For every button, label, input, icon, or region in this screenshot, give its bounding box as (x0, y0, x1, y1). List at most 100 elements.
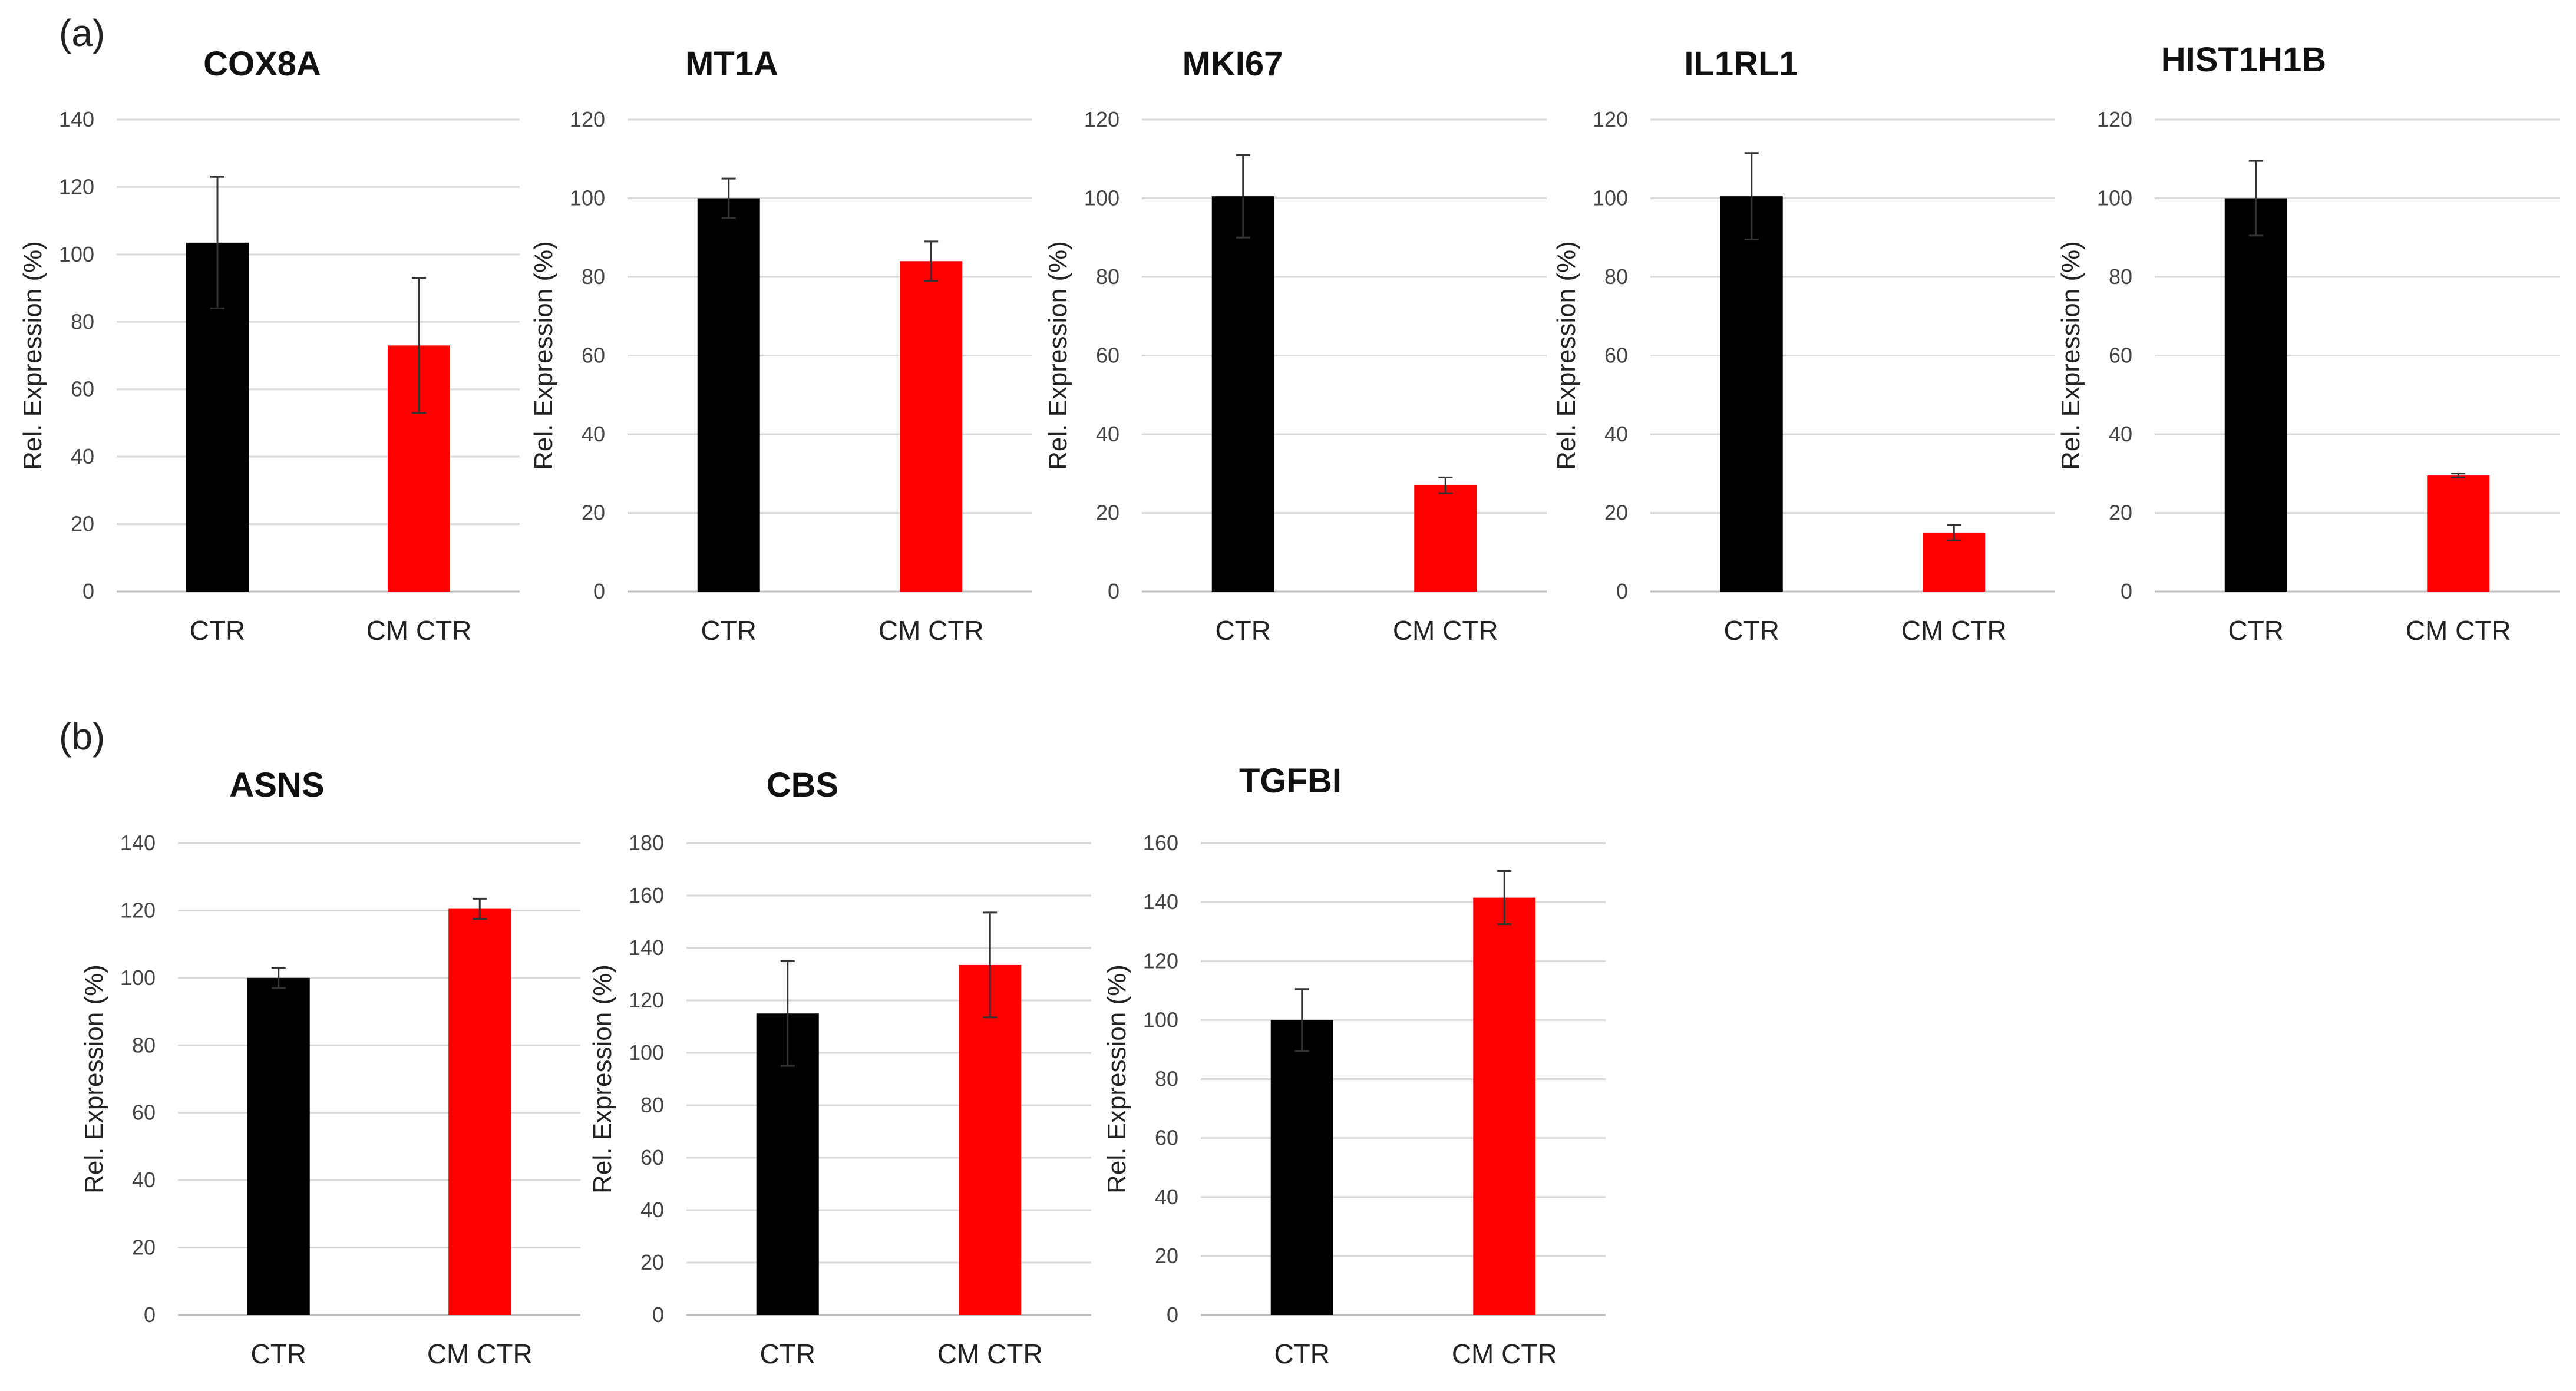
x-category-label: CTR (759, 1339, 815, 1369)
y-tick-label: 20 (1096, 501, 1119, 525)
y-tick-label: 60 (1604, 343, 1628, 368)
y-tick-label: 160 (1143, 831, 1178, 855)
y-tick-label: 20 (71, 512, 94, 536)
y-tick-label: 80 (1155, 1067, 1178, 1091)
bar-ctr (1720, 196, 1783, 592)
bar-ctr (697, 198, 760, 592)
bar-cm-ctr (1923, 532, 1986, 592)
panel-label-b: (b) (59, 715, 105, 758)
charts-container: COX8A 0 20 40 60 80 100 120 140 Rel. Expression (… (18, 41, 2560, 1369)
y-tick-label: 40 (582, 422, 605, 446)
chart-hist1h1b: HIST1H1B 0 20 40 60 80 100 120 Rel. Expression (… (2056, 41, 2560, 646)
panel-label-a: (a) (59, 12, 105, 54)
y-tick-label: 120 (570, 107, 605, 131)
chart-title: TGFBI (1239, 762, 1342, 800)
bar-ctr (2224, 198, 2287, 592)
y-tick-label: 60 (582, 343, 605, 368)
y-tick-label: 40 (1155, 1185, 1178, 1209)
bar-cm-ctr (2427, 475, 2490, 592)
y-tick-label: 140 (629, 936, 664, 960)
y-tick-label: 0 (1108, 579, 1119, 603)
y-tick-label: 120 (629, 988, 664, 1012)
y-tick-label: 120 (1593, 107, 1628, 131)
x-category-label: CM CTR (427, 1339, 533, 1369)
y-tick-label: 80 (640, 1093, 664, 1117)
chart-title: COX8A (203, 45, 321, 83)
chart-asns: ASNS 0 20 40 60 80 100 120 140 Rel. Expression (%… (80, 766, 580, 1369)
y-tick-label: 40 (640, 1198, 664, 1222)
chart-title: MT1A (685, 45, 778, 83)
y-tick-label: 160 (629, 883, 664, 907)
y-tick-label: 20 (1604, 501, 1628, 525)
y-axis-label: Rel. Expression (%) (1552, 241, 1581, 470)
chart-title: ASNS (229, 766, 324, 804)
y-axis-label: Rel. Expression (%) (1102, 964, 1131, 1194)
y-tick-label: 40 (2109, 422, 2132, 446)
x-category-label: CM CTR (937, 1339, 1043, 1369)
bar-cm-ctr (959, 964, 1022, 1315)
y-tick-label: 120 (1143, 949, 1178, 973)
chart-title: MKI67 (1183, 45, 1283, 83)
y-tick-label: 20 (582, 501, 605, 525)
chart-cbs: CBS 0 20 40 60 80 100 120 140 160 180 Rel. Expressi… (588, 766, 1091, 1369)
bar-ctr (1211, 196, 1274, 592)
y-tick-label: 120 (2097, 107, 2132, 131)
x-category-label: CM CTR (366, 615, 472, 646)
y-tick-label: 100 (629, 1040, 664, 1065)
y-tick-label: 120 (1084, 107, 1119, 131)
x-category-label: CTR (1215, 615, 1271, 646)
chart-mki67: MKI67 0 20 40 60 80 100 120 Rel. Expression (%) C… (1043, 45, 1547, 646)
x-category-label: CM CTR (2406, 615, 2511, 646)
y-tick-label: 60 (132, 1101, 156, 1125)
y-tick-label: 0 (652, 1303, 664, 1327)
bar-cm-ctr (900, 261, 963, 592)
y-tick-label: 40 (132, 1168, 156, 1192)
y-tick-label: 60 (640, 1145, 664, 1169)
y-tick-label: 60 (2109, 343, 2132, 368)
y-tick-label: 20 (640, 1250, 664, 1274)
y-tick-label: 20 (1155, 1244, 1178, 1268)
chart-tgfbi: TGFBI 0 20 40 60 80 100 120 140 160 Rel. Expressio… (1102, 762, 1606, 1369)
bar-cm-ctr (1414, 485, 1477, 592)
y-tick-label: 140 (1143, 890, 1178, 914)
y-tick-label: 100 (59, 242, 94, 266)
y-tick-label: 100 (120, 966, 156, 990)
y-tick-label: 80 (582, 265, 605, 289)
y-tick-label: 40 (1096, 422, 1119, 446)
y-tick-label: 60 (1096, 343, 1119, 368)
x-category-label: CTR (1723, 615, 1779, 646)
y-tick-label: 100 (1143, 1007, 1178, 1032)
x-category-label: CM CTR (1393, 615, 1498, 646)
y-tick-label: 0 (1616, 579, 1628, 603)
x-category-label: CM CTR (1901, 615, 2007, 646)
y-tick-label: 0 (1167, 1303, 1178, 1327)
x-category-label: CTR (701, 615, 757, 646)
y-tick-label: 20 (132, 1235, 156, 1260)
chart-cox8a: COX8A 0 20 40 60 80 100 120 140 Rel. Expression (… (18, 45, 520, 646)
y-tick-label: 100 (2097, 186, 2132, 210)
y-tick-label: 100 (1084, 186, 1119, 210)
y-tick-label: 140 (59, 107, 94, 131)
y-tick-label: 80 (132, 1033, 156, 1057)
y-axis-label: Rel. Expression (%) (1043, 241, 1072, 470)
x-category-label: CTR (250, 1339, 306, 1369)
y-tick-label: 40 (1604, 422, 1628, 446)
y-tick-label: 60 (1155, 1126, 1178, 1150)
y-tick-label: 120 (120, 898, 156, 922)
bar-cm-ctr (448, 908, 511, 1315)
x-category-label: CM CTR (879, 615, 984, 646)
chart-mt1a: MT1A 0 20 40 60 80 100 120 Rel. Expression (%) CT… (529, 45, 1032, 646)
y-tick-label: 120 (59, 174, 94, 199)
chart-title: IL1RL1 (1684, 45, 1798, 83)
y-axis-label: Rel. Expression (%) (18, 241, 47, 470)
y-tick-label: 180 (629, 831, 664, 855)
y-tick-label: 0 (82, 579, 94, 603)
y-axis-label: Rel. Expression (%) (2056, 241, 2085, 470)
y-tick-label: 140 (120, 831, 156, 855)
y-axis-label: Rel. Expression (%) (529, 241, 558, 470)
bar-ctr (1270, 1020, 1333, 1315)
x-category-label: CTR (1274, 1339, 1330, 1369)
y-tick-label: 80 (1096, 265, 1119, 289)
x-category-label: CTR (2228, 615, 2284, 646)
y-tick-label: 80 (2109, 265, 2132, 289)
